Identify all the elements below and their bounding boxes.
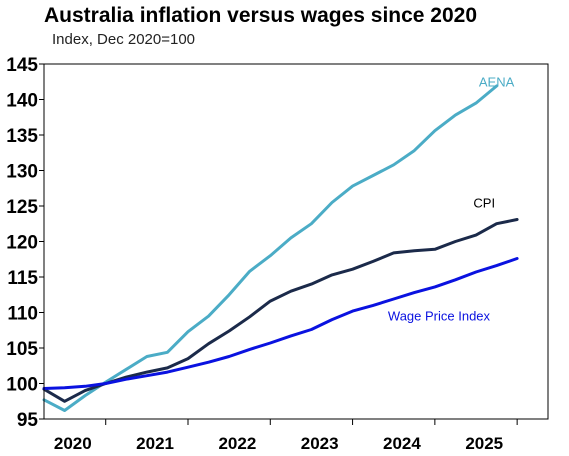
- y-tick-label: 145: [6, 55, 38, 76]
- x-axis-ticks: 2020 2021 2022 2023 2024 2025: [54, 419, 518, 453]
- y-tick-label: 95: [17, 410, 39, 431]
- x-tick-label: 2021: [136, 434, 174, 453]
- y-tick-label: 100: [6, 375, 38, 396]
- x-tick-label: 2022: [218, 434, 256, 453]
- y-tick-label: 105: [6, 339, 38, 360]
- y-tick-label: 130: [6, 162, 38, 183]
- series-line-2: [42, 257, 519, 390]
- y-tick-label: 125: [6, 197, 38, 218]
- series-label-2: Wage Price Index: [388, 308, 491, 323]
- series-label-0: AENA: [479, 75, 515, 90]
- chart-title: Australia inflation versus wages since 2…: [44, 4, 478, 27]
- y-tick-label: 115: [7, 268, 38, 289]
- axes-layer: [43, 63, 549, 420]
- x-tick-label: 2020: [54, 434, 92, 453]
- plot-frame: [43, 63, 549, 420]
- series-layer: [42, 84, 519, 412]
- x-tick-label: 2024: [383, 434, 421, 453]
- x-tick-label: 2025: [465, 434, 503, 453]
- x-tick-label: 2023: [301, 434, 339, 453]
- series-line-1: [42, 218, 519, 403]
- y-tick-label: 110: [7, 304, 38, 325]
- series-label-1: CPI: [473, 195, 495, 210]
- chart-subtitle: Index, Dec 2020=100: [52, 31, 196, 48]
- y-tick-label: 140: [6, 91, 38, 112]
- y-tick-label: 135: [6, 126, 38, 147]
- series-labels: AENA CPI Wage Price Index: [388, 75, 515, 324]
- y-tick-label: 120: [6, 233, 38, 254]
- y-axis-ticks: 95 100 105 110 115 120 125 130 135 140 145: [6, 55, 44, 431]
- series-line-0: [42, 84, 499, 412]
